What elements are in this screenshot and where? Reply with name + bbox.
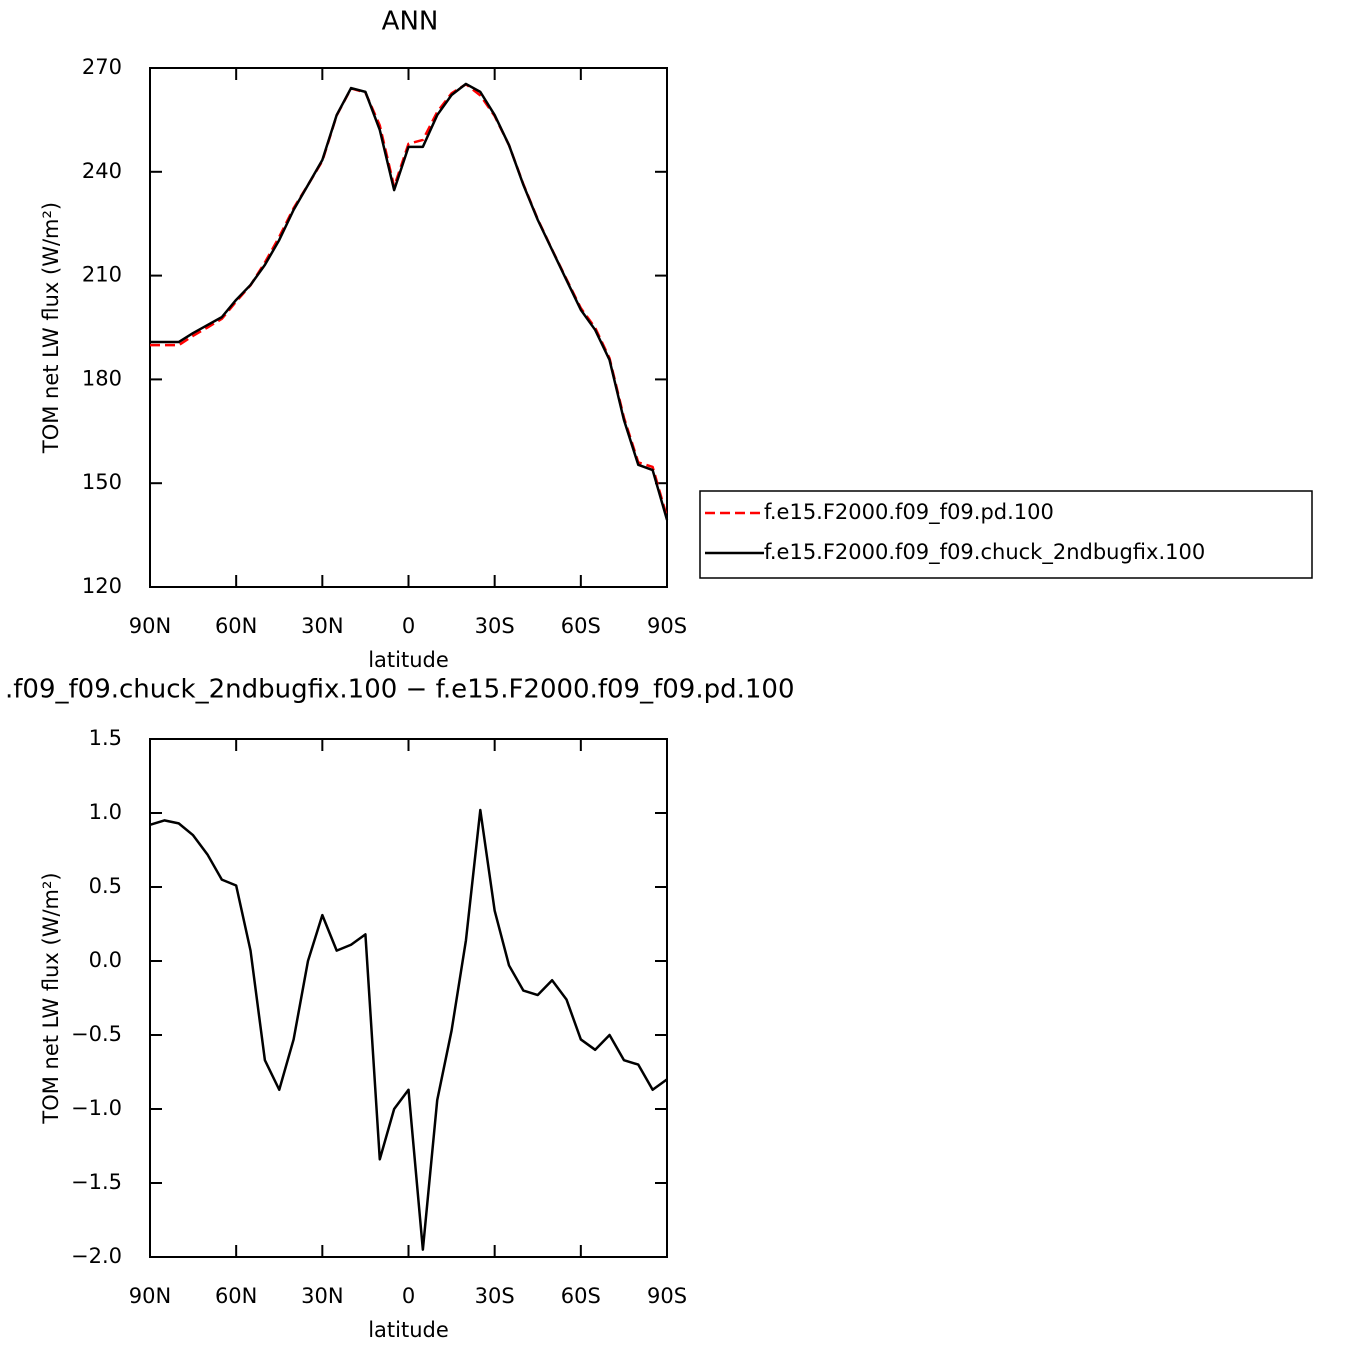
x-tick-label: 60N <box>215 1284 257 1308</box>
x-axis-label: latitude <box>368 648 449 672</box>
y-tick-label: 0.5 <box>89 874 122 898</box>
y-tick-label: 210 <box>82 263 122 287</box>
x-tick-label: 90N <box>129 1284 171 1308</box>
chart-title: .f09_f09.chuck_2ndbugfix.100 − f.e15.F20… <box>5 675 794 705</box>
y-tick-label: 1.5 <box>89 726 122 750</box>
y-tick-label: 270 <box>82 55 122 79</box>
legend-label: f.e15.F2000.f09_f09.chuck_2ndbugfix.100 <box>764 540 1205 565</box>
series-line <box>150 82 669 521</box>
x-tick-label: 60S <box>561 1284 601 1308</box>
y-tick-label: 1.0 <box>89 800 122 824</box>
y-tick-label: 120 <box>82 574 122 598</box>
x-tick-label: 90N <box>129 614 171 638</box>
x-tick-label: 90S <box>647 1284 687 1308</box>
y-tick-label: 180 <box>82 366 122 390</box>
y-tick-label: 240 <box>82 159 122 183</box>
x-tick-label: 30S <box>475 614 515 638</box>
y-tick-label: 0.0 <box>89 948 122 972</box>
x-tick-label: 30S <box>475 1284 515 1308</box>
x-tick-label: 30N <box>301 614 343 638</box>
x-axis-label: latitude <box>368 1318 449 1342</box>
y-axis-label: TOM net LW flux (W/m²) <box>39 872 63 1124</box>
x-tick-label: 60S <box>561 614 601 638</box>
y-tick-label: −1.5 <box>71 1170 122 1194</box>
x-tick-label: 60N <box>215 614 257 638</box>
y-tick-label: −0.5 <box>71 1022 122 1046</box>
x-tick-label: 0 <box>402 614 415 638</box>
chart-title: ANN <box>382 7 439 37</box>
y-tick-label: −2.0 <box>71 1244 122 1268</box>
x-tick-label: 30N <box>301 1284 343 1308</box>
y-tick-label: 150 <box>82 470 122 494</box>
plot-frame <box>149 738 668 1258</box>
legend-box <box>699 490 1313 579</box>
series-line <box>149 808 668 1251</box>
legend-label: f.e15.F2000.f09_f09.pd.100 <box>764 500 1054 525</box>
x-tick-label: 0 <box>402 1284 415 1308</box>
y-axis-label: TOM net LW flux (W/m²) <box>39 202 63 454</box>
plot-frame <box>149 67 668 588</box>
y-tick-label: −1.0 <box>71 1096 122 1120</box>
x-tick-label: 90S <box>647 614 687 638</box>
